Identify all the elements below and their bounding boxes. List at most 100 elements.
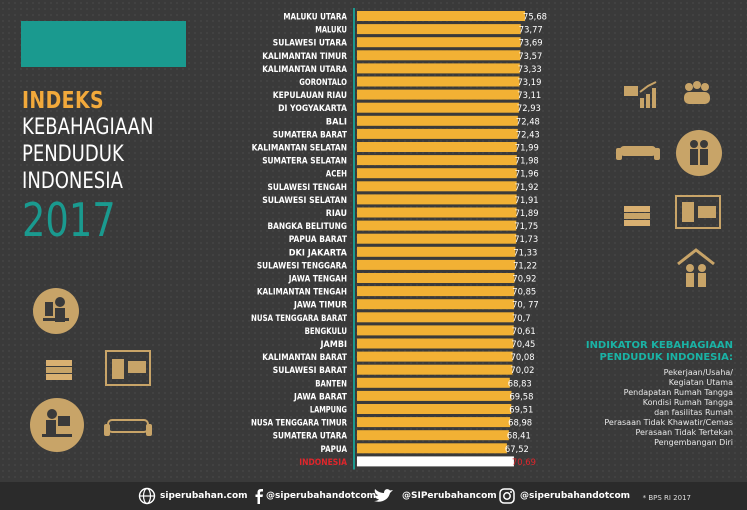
house-interior-icon-right [674, 192, 722, 232]
house-interior-icon [104, 347, 152, 389]
bar [357, 168, 517, 179]
category-label: NUSA TENGGARA BARAT [251, 314, 347, 324]
bar [357, 63, 520, 74]
bar [357, 312, 514, 323]
bar [357, 246, 516, 257]
category-label: KALIMANTAN UTARA [262, 65, 347, 75]
value-label: 73,77 [519, 25, 543, 35]
value-label: 71,89 [515, 208, 539, 218]
bar [357, 142, 517, 152]
footer-bar [0, 482, 747, 510]
value-label: 71,91 [515, 195, 539, 205]
header-color-block [21, 21, 186, 67]
category-label: GORONTALO [299, 78, 347, 88]
value-label: 70,85 [512, 287, 536, 297]
bar [357, 220, 517, 231]
category-label: SUMATERA SELATAN [262, 157, 347, 167]
value-label: 73,19 [517, 77, 541, 87]
sofa-icon [104, 414, 152, 440]
source-note: * BPS RI 2017 [642, 494, 691, 502]
category-label: KALIMANTAN TIMUR [262, 52, 347, 62]
instagram-icon [498, 487, 516, 505]
indicator-title-line-2: PENDUDUK INDONESIA: [599, 352, 733, 363]
value-label: 71,98 [515, 156, 539, 166]
indicator-item: dan fasilitas Rumah [654, 408, 733, 417]
bar [357, 286, 515, 297]
value-label: 72,93 [517, 103, 541, 113]
value-label: 71,73 [514, 234, 538, 244]
indicator-title-line-1: INDIKATOR KEBAHAGIAAN [585, 340, 733, 351]
category-label: JAMBI [320, 340, 347, 350]
value-label: 70,7 [512, 313, 531, 323]
category-label: DI YOGYAKARTA [278, 104, 347, 114]
bar [357, 259, 516, 270]
category-label: KALIMANTAN SELATAN [252, 144, 347, 154]
category-label: KALIMANTAN BARAT [262, 353, 347, 363]
indicator-item: Pengembangan Diri [654, 438, 733, 447]
title-line-3: PENDUDUK [22, 142, 124, 167]
bar [357, 430, 509, 441]
indicator-item: Kegiatan Utama [668, 378, 733, 387]
bar [357, 417, 511, 428]
bar [357, 207, 517, 218]
value-label: 69,58 [509, 391, 533, 401]
title-line-1: INDEKS [22, 88, 104, 114]
category-label: BENGKULU [305, 327, 347, 337]
category-label: LAMPUNG [310, 406, 347, 416]
category-label: SUMATERA UTARA [273, 432, 347, 442]
indicator-panel: INDIKATOR KEBAHAGIAAN PENDUDUK INDONESIA… [586, 340, 733, 448]
category-label: BALI [326, 117, 347, 127]
family-group-icon [680, 80, 714, 108]
value-label: 67,52 [505, 444, 529, 454]
bar [357, 128, 518, 139]
bar [357, 364, 513, 375]
category-label: SUMATERA BARAT [273, 130, 347, 140]
category-label: MALUKU [315, 26, 347, 36]
money-stack-icon [44, 356, 76, 382]
category-label: PAPUA [321, 445, 348, 455]
bar [357, 115, 518, 126]
website-link[interactable]: siperubahan.com [160, 491, 248, 501]
category-label: JAWA BARAT [293, 392, 347, 402]
bar [357, 194, 517, 205]
facebook-icon [250, 487, 268, 505]
category-label: JAWA TIMUR [293, 301, 347, 311]
family-circle-icon [676, 130, 722, 176]
value-label: 71,99 [515, 143, 539, 153]
bar [357, 233, 517, 244]
category-label: ACEH [326, 170, 347, 180]
category-label: KEPULAUAN RIAU [273, 91, 347, 101]
bar [357, 37, 521, 48]
value-label: 73,57 [518, 51, 542, 61]
category-label: MALUKU UTARA [283, 13, 347, 23]
bar [357, 456, 514, 467]
value-label: 73,69 [519, 38, 543, 48]
bar [357, 24, 521, 35]
bar [357, 377, 510, 388]
twitter-icon [372, 487, 398, 505]
title-line-2: KEBAHAGIAAN [22, 115, 154, 140]
bar [357, 338, 514, 349]
title-year: 2017 [22, 193, 116, 247]
value-label: 70,08 [511, 352, 535, 362]
value-label: 70,69 [512, 457, 536, 467]
bar [357, 102, 519, 113]
category-label: KALIMANTAN TENGAH [257, 288, 347, 298]
value-label: 69,51 [509, 405, 533, 415]
value-label: 68,41 [507, 431, 531, 441]
instagram-handle[interactable]: @siperubahandotcom [520, 491, 631, 501]
value-label: 70,92 [512, 274, 536, 284]
twitter-handle[interactable]: @SIPerubahancom [402, 491, 497, 501]
category-label: DKI JAKARTA [289, 248, 348, 258]
category-label: SULAWESI TENGGARA [257, 261, 347, 271]
bar [357, 273, 515, 283]
category-label: NUSA TENGGARA TIMUR [251, 419, 347, 429]
category-label: SULAWESI TENGAH [268, 183, 348, 193]
bar [357, 76, 520, 87]
value-label: 71,92 [515, 182, 539, 192]
bar [357, 351, 513, 362]
category-label: JAWA TENGAH [288, 275, 347, 285]
facebook-handle[interactable]: @siperubahandotcom [266, 491, 377, 501]
infographic-title: INDEKS KEBAHAGIAAN PENDUDUK INDONESIA 20… [22, 88, 182, 245]
bar [357, 390, 512, 401]
